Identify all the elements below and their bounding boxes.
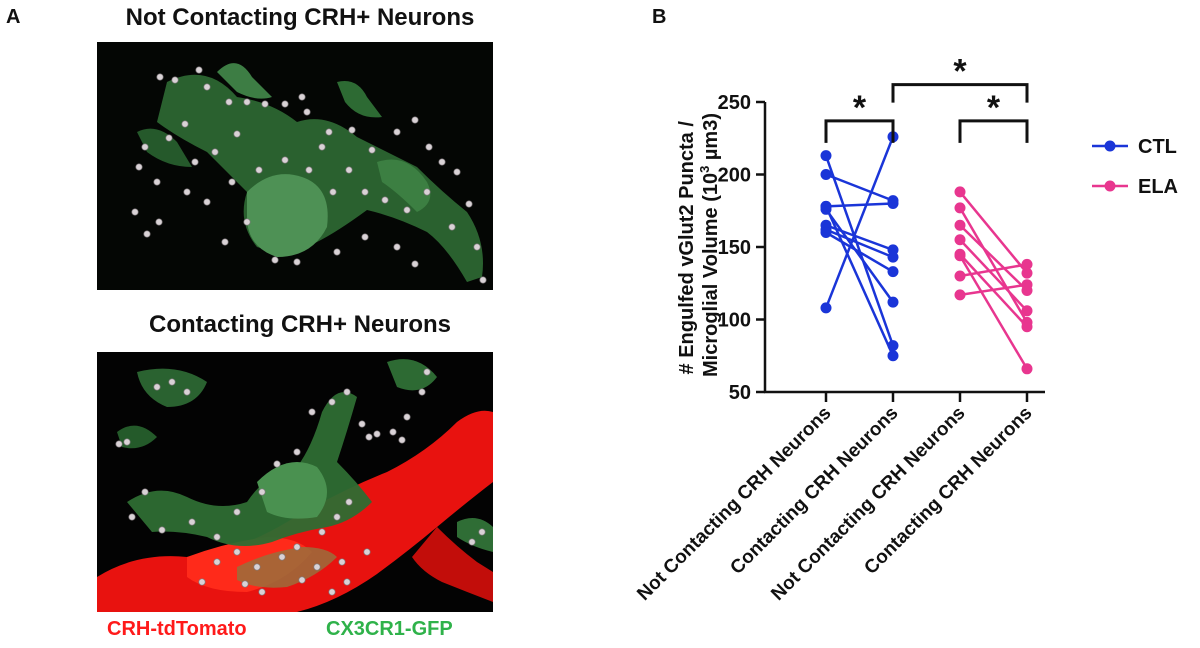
significance-star: *	[987, 89, 1001, 127]
pair-line	[824, 208, 895, 303]
pair-line	[959, 283, 1028, 297]
micrograph-contacting	[97, 352, 493, 612]
significance-bracket	[891, 83, 1029, 103]
data-point	[820, 150, 832, 162]
y-axis-label-line1: # Engulfed vGlut2 Puncta /	[676, 121, 698, 375]
significance-layer: * * *	[824, 53, 1029, 143]
y-ticks: 50 100 150 200 250	[718, 92, 765, 404]
data-point	[1021, 321, 1033, 333]
panel-letter-a: A	[6, 6, 21, 28]
data-point	[954, 219, 966, 231]
data-point	[887, 296, 899, 308]
y-tick-label: 200	[718, 165, 751, 187]
legend-item-ela: ELA	[1092, 176, 1178, 198]
series-ctl	[820, 131, 899, 362]
significance-star: *	[953, 53, 967, 91]
chart-legend: CTL ELA	[1092, 136, 1178, 198]
data-point	[820, 169, 832, 180]
data-point	[887, 266, 899, 278]
data-point	[1021, 363, 1033, 375]
legend-cx3cr1-gfp: CX3CR1-GFP	[326, 618, 453, 640]
data-point	[887, 198, 899, 209]
legend-label: CTL	[1138, 136, 1177, 158]
data-point	[820, 302, 832, 314]
significance-bracket	[958, 119, 1029, 143]
pair-line	[824, 136, 895, 309]
pair-line	[959, 238, 1028, 312]
legend-marker	[1104, 180, 1116, 192]
microglia-soma	[247, 174, 328, 257]
pair-line	[959, 191, 1028, 274]
chart-axes	[763, 102, 1045, 394]
legend-item-ctl: CTL	[1092, 136, 1177, 158]
pair-line	[824, 205, 895, 357]
legend-marker	[1104, 140, 1116, 152]
micrograph-bottom-title: Contacting CRH+ Neurons	[148, 311, 451, 338]
micrograph-top-title: Not Contacting CRH+ Neurons	[125, 4, 475, 31]
pair-line	[825, 231, 894, 273]
y-axis-label-line2-prefix: Microglial Volume (10	[700, 173, 722, 377]
pair-line	[959, 224, 1028, 292]
data-point	[820, 200, 832, 212]
legend-label: ELA	[1138, 176, 1178, 198]
significance-bracket	[824, 119, 895, 143]
data-point	[954, 202, 966, 214]
data-point	[887, 350, 899, 362]
y-axis-label: # Engulfed vGlut2 Puncta / Microglial Vo…	[676, 113, 722, 377]
data-point	[1021, 279, 1033, 291]
micrograph-not-contacting	[97, 42, 493, 290]
data-point	[1021, 267, 1033, 279]
data-point	[1021, 258, 1033, 270]
microglia-cell	[157, 74, 483, 283]
series-layer	[820, 131, 1033, 375]
y-tick-label: 150	[718, 237, 751, 259]
data-point	[887, 251, 899, 263]
data-point	[954, 250, 966, 262]
pair-line	[958, 207, 1029, 324]
series-ela	[954, 186, 1033, 375]
legend-crh-tdtomato: CRH-tdTomato	[107, 618, 247, 640]
pair-line	[824, 155, 895, 347]
significance-star: *	[853, 89, 867, 127]
y-tick-label: 50	[729, 382, 751, 404]
data-point	[887, 340, 899, 352]
data-point	[954, 289, 966, 301]
data-point	[954, 186, 966, 198]
pair-line	[958, 255, 1029, 370]
y-axis-label-sup: 3	[697, 166, 712, 173]
y-tick-label: 250	[718, 92, 751, 114]
y-axis-label-line2-suffix: µm3)	[700, 113, 722, 166]
data-point	[820, 227, 832, 238]
pair-line	[825, 173, 894, 202]
y-tick-label: 100	[718, 310, 751, 332]
data-point	[954, 270, 966, 282]
panel-letter-b: B	[652, 6, 667, 28]
data-point	[1021, 305, 1033, 317]
pair-line	[825, 202, 894, 208]
data-point	[954, 234, 966, 246]
